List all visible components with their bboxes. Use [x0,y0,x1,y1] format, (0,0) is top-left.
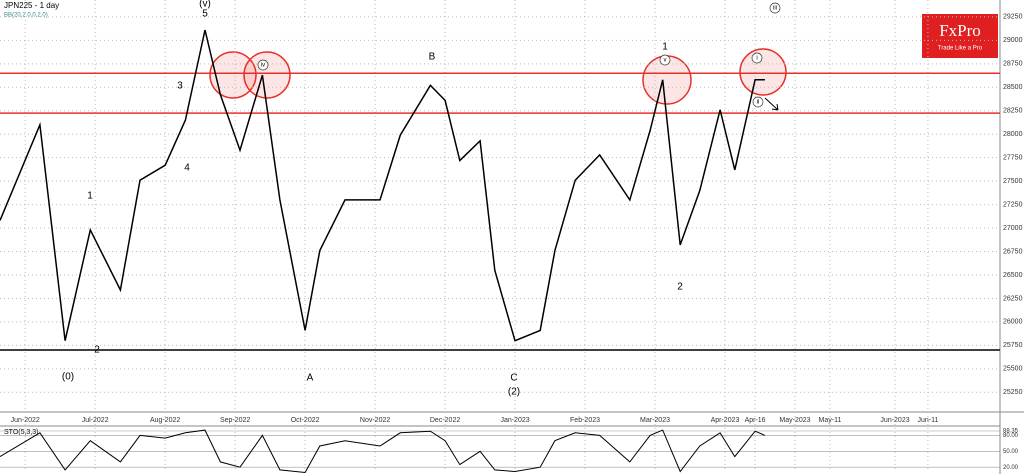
y-tick-label: 27000 [1003,225,1023,232]
wave-label: C [510,373,517,384]
x-tick-label: Jun-2023 [880,417,909,424]
wave-label: B [429,52,436,63]
wave-circle [752,96,764,108]
wave-label: iv [261,63,265,69]
logo-text: FxPro [939,21,981,40]
y-tick-label: 88.35 [1003,429,1019,435]
wave-circle [769,2,781,14]
x-tick-label: May-2023 [779,417,810,424]
y-tick-label: 25750 [1003,342,1023,349]
chart-title: JPN225 - 1 day [4,1,59,10]
wave-label: (0) [62,372,74,383]
logo: FxPro Trade Like a Pro [922,14,998,58]
y-tick-label: 27500 [1003,178,1023,185]
x-tick-label: Apr-2023 [711,417,740,424]
x-tick-label: Dec-2022 [430,417,460,424]
wave-label: 3 [177,81,183,92]
wave-label: A [307,373,314,384]
logo-tagline: Trade Like a Pro [938,46,983,52]
y-tick-label: 28000 [1003,131,1023,138]
y-tick-label: 28250 [1003,108,1023,115]
y-tick-label: 29250 [1003,14,1023,21]
y-tick-label: 20.00 [1003,465,1019,471]
x-tick-label: Jul-2022 [82,417,109,424]
x-tick-label: Nov-2022 [360,417,390,424]
y-tick-label: 26750 [1003,248,1023,255]
y-tick-label: 26000 [1003,319,1023,326]
wave-label: 2 [677,282,683,293]
y-tick-label: 28500 [1003,84,1023,91]
wave-label: 5 [202,9,208,20]
wave-label: (v) [199,0,211,10]
oscillator-title: STO(5,3,3) [4,429,39,436]
x-tick-label: Aug-2022 [150,417,180,424]
chart-subtitle: BB(20,2.0,0,2.0) [4,13,48,19]
y-tick-label: 25500 [1003,366,1023,373]
oscillator-line [0,429,766,474]
y-tick-label: 50.00 [1003,449,1019,455]
highlight-circle [739,48,787,96]
x-tick-label: Oct-2022 [291,417,320,424]
logo-box [922,14,998,58]
y-tick-label: 27750 [1003,155,1023,162]
wave-label: 1 [87,191,93,202]
wave-label: 2 [94,345,100,356]
x-tick-label: May-11 [819,417,842,424]
wave-label: 1 [662,42,668,53]
y-tick-label: 27250 [1003,201,1023,208]
wave-label: iii [773,6,777,12]
wave-circle [751,52,763,64]
x-tick-label: Jan-2023 [500,417,529,424]
wave-label: ii [757,100,760,106]
x-tick-label: Jun-11 [917,417,938,424]
wave-circle [257,59,269,71]
wave-label: 4 [184,163,190,174]
x-tick-label: Feb-2023 [570,417,600,424]
wave-circle [659,54,671,66]
price-line [0,29,765,342]
y-tick-label: 25250 [1003,389,1023,396]
wave-label: v [664,58,667,64]
x-tick-label: Mar-2023 [640,417,670,424]
wave-label: (2) [508,387,520,398]
x-tick-label: Apr-16 [745,417,766,424]
x-tick-label: Jun-2022 [11,417,40,424]
y-tick-label: 28750 [1003,61,1023,68]
highlight-circle [243,51,291,99]
y-tick-label: 80.00 [1003,433,1019,439]
y-tick-label: 29000 [1003,37,1023,44]
y-tick-label: 26250 [1003,295,1023,302]
arrow [764,97,779,111]
x-tick-label: Sep-2022 [220,417,250,424]
wave-label: i [756,56,757,62]
y-tick-label: 26500 [1003,272,1023,279]
